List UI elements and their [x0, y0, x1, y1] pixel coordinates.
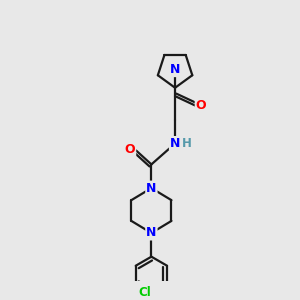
Text: N: N [170, 137, 180, 150]
Text: H: H [182, 137, 192, 150]
Text: Cl: Cl [138, 286, 151, 299]
Text: N: N [170, 63, 180, 76]
Text: N: N [146, 182, 157, 195]
Text: N: N [146, 226, 157, 239]
Text: O: O [124, 142, 135, 156]
Text: O: O [196, 99, 206, 112]
